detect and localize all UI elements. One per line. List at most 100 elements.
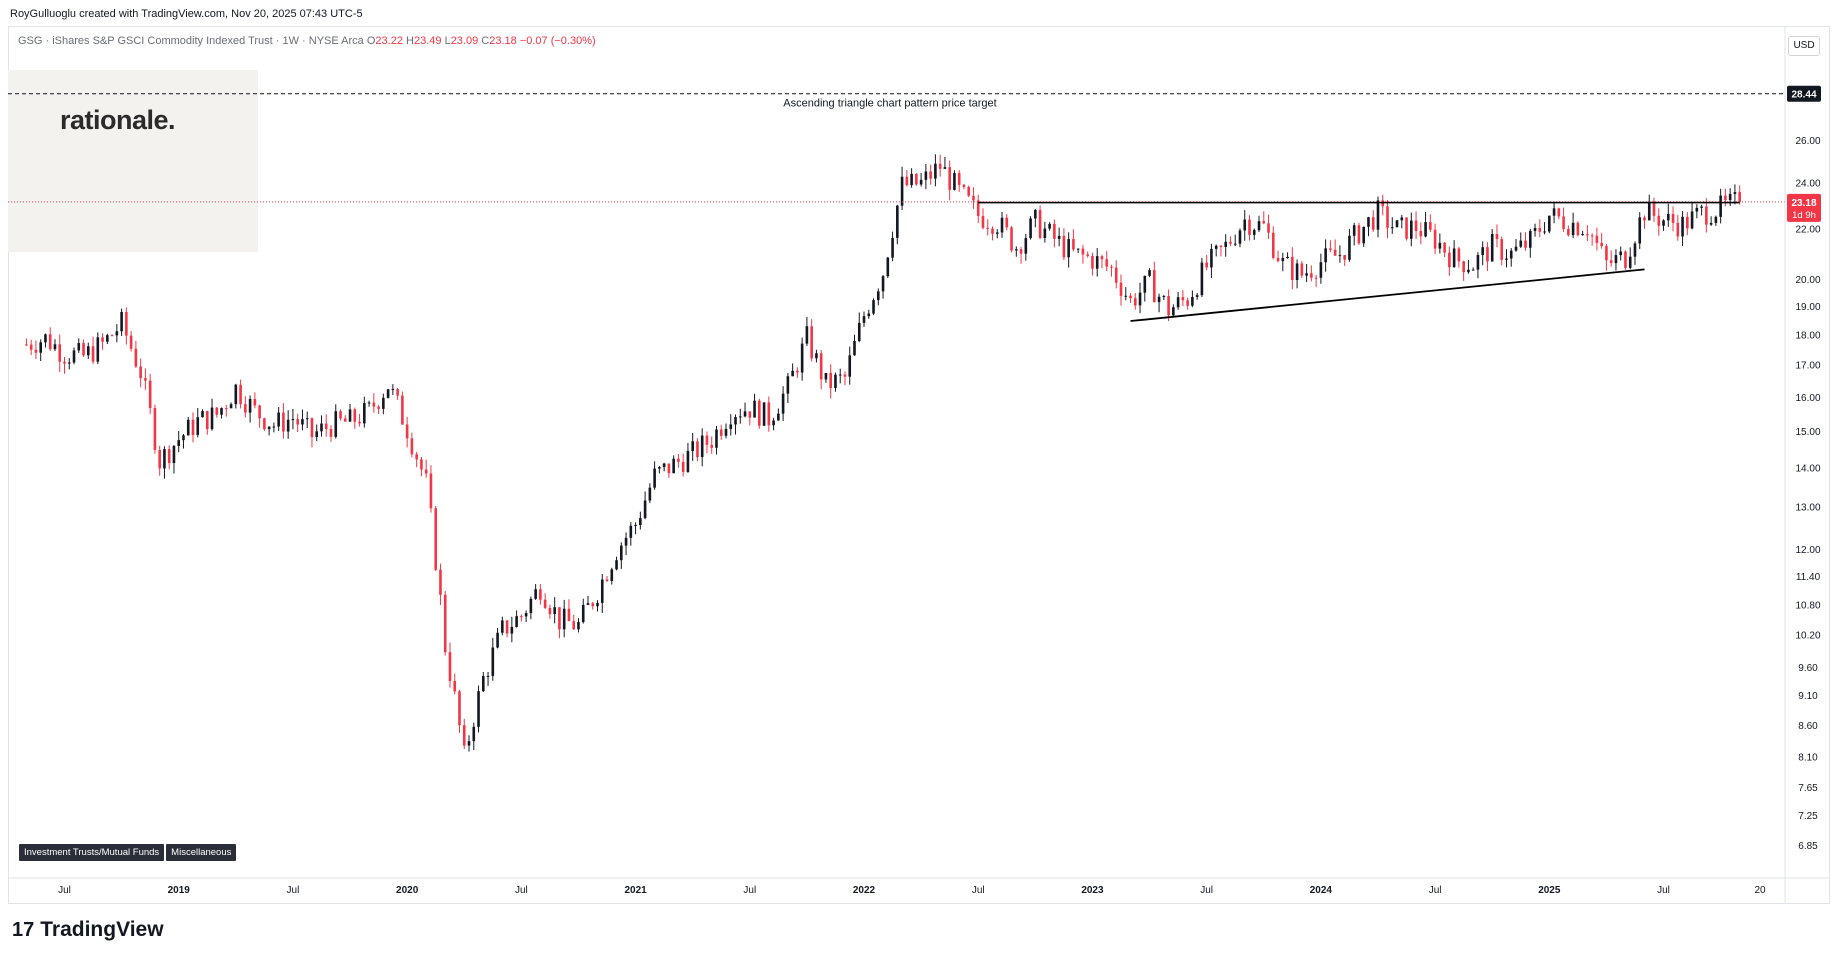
- candle: [191, 412, 195, 443]
- candle: [1652, 197, 1656, 222]
- candle: [1614, 249, 1618, 271]
- price-tick-label: 9.10: [1798, 691, 1818, 702]
- candle: [1505, 249, 1508, 268]
- price-tick-label: 26.00: [1795, 136, 1820, 147]
- candle: [734, 414, 737, 435]
- price-tick-label: 7.25: [1798, 811, 1818, 822]
- candle: [1319, 253, 1323, 284]
- candle: [962, 183, 966, 190]
- candle: [915, 173, 918, 186]
- candle: [324, 414, 328, 437]
- candle: [220, 407, 223, 419]
- candle: [686, 442, 690, 473]
- candle: [1471, 267, 1475, 271]
- candle: [534, 584, 537, 600]
- candle: [1219, 245, 1223, 257]
- price-tick-label: 17.00: [1795, 361, 1820, 372]
- svg-text:1d 9h: 1d 9h: [1792, 210, 1816, 221]
- candle: [1438, 233, 1442, 254]
- candle: [857, 312, 861, 343]
- candle: [929, 164, 932, 185]
- candle: [648, 483, 652, 503]
- candle: [853, 334, 856, 356]
- candle: [462, 718, 466, 750]
- candle: [1590, 233, 1594, 246]
- candle: [1619, 246, 1622, 261]
- candle: [1048, 222, 1051, 231]
- candle: [1091, 252, 1094, 276]
- candle: [448, 642, 452, 688]
- candle: [539, 584, 542, 605]
- candle: [948, 160, 951, 201]
- price-tick-label: 16.00: [1795, 393, 1820, 404]
- candle: [824, 372, 828, 383]
- candle: [215, 407, 219, 418]
- candle: [58, 334, 62, 373]
- candle: [1281, 252, 1285, 272]
- candle: [1357, 222, 1361, 245]
- candle: [329, 425, 333, 442]
- candle: [72, 347, 76, 365]
- candle: [1214, 244, 1218, 257]
- candle: [1352, 222, 1356, 246]
- candle: [548, 604, 552, 619]
- candle: [729, 414, 733, 436]
- candle: [738, 408, 742, 424]
- candle: [1300, 261, 1304, 279]
- candle: [700, 428, 704, 467]
- candle: [1457, 246, 1461, 268]
- currency-button[interactable]: USD: [1788, 36, 1820, 56]
- candle: [1271, 226, 1275, 260]
- candle: [1576, 221, 1580, 237]
- symbol-legend[interactable]: GSG · iShares S&P GSCI Commodity Indexed…: [18, 35, 596, 47]
- candle: [629, 522, 633, 546]
- symbol-description[interactable]: GSG · iShares S&P GSCI Commodity Indexed…: [18, 35, 364, 47]
- candle: [719, 424, 723, 440]
- candle: [1410, 212, 1413, 247]
- tag-miscellaneous[interactable]: Miscellaneous: [166, 844, 237, 861]
- time-tick-label: 2023: [1081, 885, 1104, 896]
- candle: [1119, 274, 1123, 306]
- candle: [1195, 292, 1199, 300]
- chart-frame: [8, 26, 1830, 904]
- candle: [543, 593, 547, 609]
- candle: [1700, 204, 1703, 216]
- candle: [115, 324, 119, 343]
- candle: [1295, 259, 1299, 289]
- candle: [1053, 219, 1056, 248]
- tradingview-mark-icon: 17: [12, 918, 35, 941]
- price-tick-label: 11.40: [1796, 572, 1821, 583]
- candle: [1419, 222, 1423, 245]
- candle: [415, 451, 418, 468]
- candle: [1733, 184, 1737, 205]
- tag-investment-trusts[interactable]: Investment Trusts/Mutual Funds: [19, 844, 165, 861]
- candle: [1476, 252, 1480, 279]
- candle: [96, 332, 100, 365]
- candle: [177, 431, 181, 453]
- support-trendline[interactable]: [1130, 268, 1645, 322]
- candle: [938, 154, 942, 177]
- candle: [1114, 260, 1118, 289]
- candle: [481, 671, 485, 693]
- candle: [1433, 223, 1437, 255]
- candle: [91, 336, 95, 365]
- candle: [334, 404, 338, 439]
- tradingview-logo[interactable]: 17 TradingView: [12, 918, 164, 942]
- candle: [201, 409, 204, 418]
- price-tick-label: 18.00: [1795, 331, 1820, 342]
- candle: [410, 432, 414, 458]
- candle: [1462, 260, 1465, 281]
- candle: [1500, 236, 1504, 266]
- candle: [1129, 293, 1132, 303]
- candle: [253, 392, 257, 409]
- candle: [1719, 188, 1722, 224]
- price-tick-label: 8.60: [1798, 721, 1818, 732]
- price-tick-label: 6.85: [1798, 841, 1818, 852]
- candle: [562, 599, 566, 638]
- candle: [420, 456, 423, 477]
- candle: [1314, 274, 1318, 287]
- candle: [263, 417, 266, 432]
- price-tick-label: 9.60: [1798, 663, 1818, 674]
- candle: [372, 393, 376, 413]
